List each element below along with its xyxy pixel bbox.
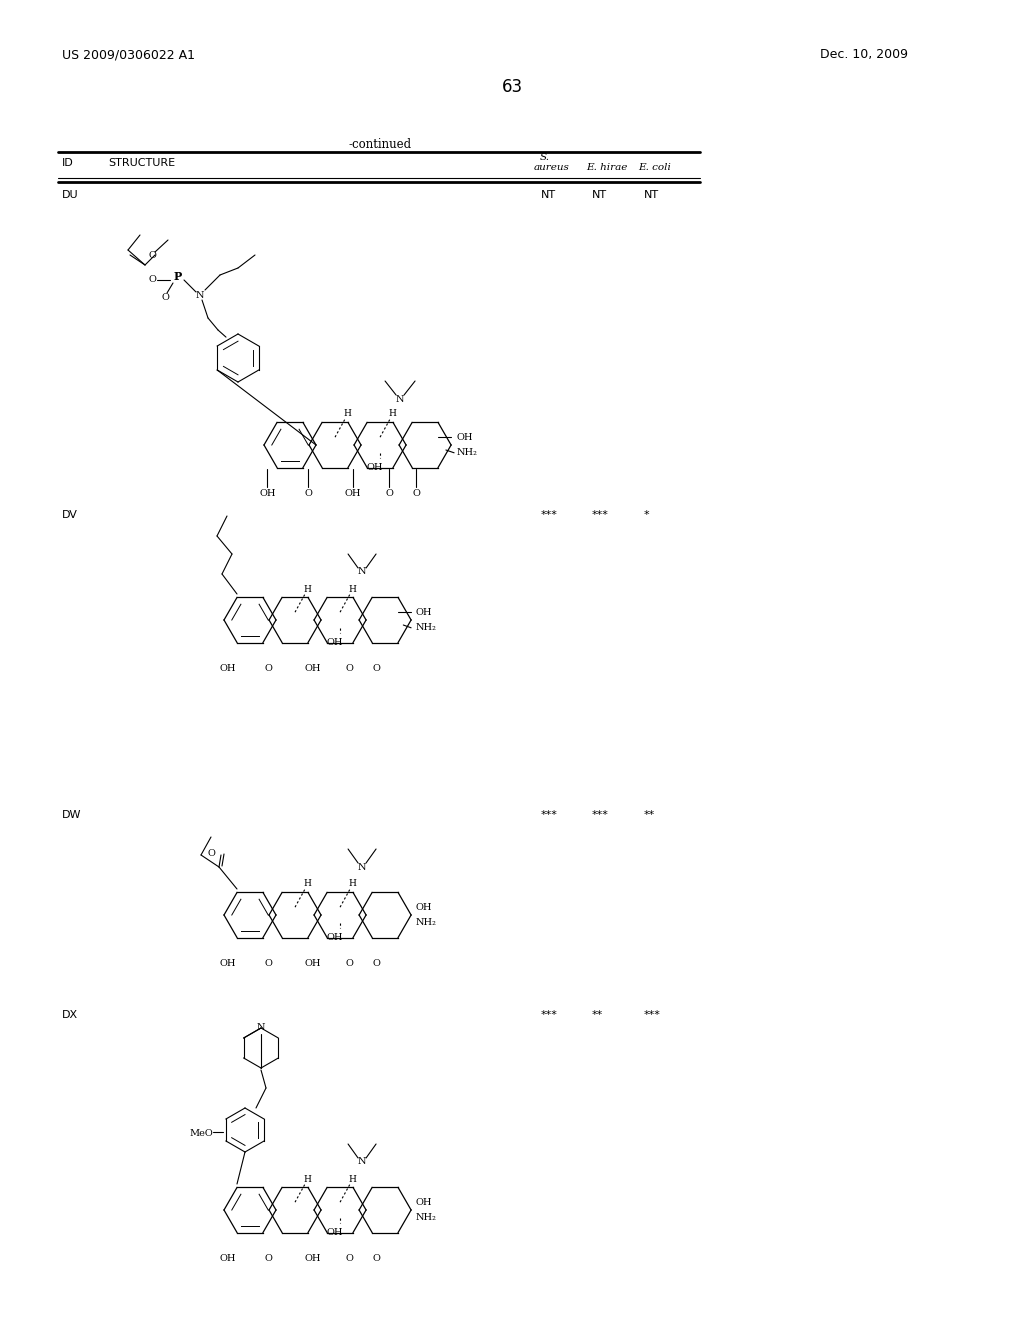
Text: -continued: -continued [348, 139, 412, 150]
Text: OH: OH [219, 960, 236, 968]
Text: N: N [357, 862, 367, 871]
Text: O: O [372, 1254, 380, 1263]
Text: O: O [264, 1254, 272, 1263]
Text: NT: NT [592, 190, 607, 201]
Text: STRUCTURE: STRUCTURE [108, 158, 175, 168]
Text: ***: *** [592, 810, 609, 820]
Text: *: * [644, 510, 649, 520]
Text: OH: OH [219, 1254, 236, 1263]
Text: OH: OH [219, 664, 236, 673]
Text: OH: OH [415, 903, 431, 912]
Text: OH: OH [345, 488, 361, 498]
Text: NH₂: NH₂ [456, 449, 477, 457]
Text: NT: NT [644, 190, 659, 201]
Text: N: N [196, 290, 204, 300]
Text: OH: OH [305, 664, 322, 673]
Text: O: O [304, 488, 312, 498]
Text: H: H [303, 1175, 311, 1184]
Text: H: H [303, 879, 311, 888]
Text: O: O [148, 251, 156, 260]
Text: N: N [257, 1023, 265, 1032]
Text: DU: DU [62, 190, 79, 201]
Text: H: H [348, 585, 356, 594]
Text: NH₂: NH₂ [415, 623, 436, 632]
Text: H: H [348, 879, 356, 888]
Text: US 2009/0306022 A1: US 2009/0306022 A1 [62, 48, 195, 61]
Text: OH: OH [327, 638, 343, 647]
Text: Dec. 10, 2009: Dec. 10, 2009 [820, 48, 908, 61]
Text: ***: *** [541, 1010, 558, 1020]
Text: N: N [357, 568, 367, 577]
Text: OH: OH [305, 960, 322, 968]
Text: ***: *** [541, 810, 558, 820]
Text: N: N [396, 395, 404, 404]
Text: NH₂: NH₂ [415, 1213, 436, 1222]
Text: O: O [207, 849, 215, 858]
Text: H: H [388, 409, 396, 418]
Text: ***: *** [592, 510, 609, 520]
Text: S.: S. [540, 153, 550, 162]
Text: OH: OH [327, 933, 343, 942]
Text: ***: *** [541, 510, 558, 520]
Text: O: O [372, 664, 380, 673]
Text: NT: NT [541, 190, 556, 201]
Text: OH: OH [259, 488, 275, 498]
Text: H: H [343, 409, 351, 418]
Text: OH: OH [327, 1228, 343, 1237]
Text: OH: OH [367, 463, 383, 473]
Text: O: O [148, 276, 156, 285]
Text: O: O [345, 664, 353, 673]
Text: OH: OH [415, 1197, 431, 1206]
Text: ID: ID [62, 158, 74, 168]
Text: H: H [303, 585, 311, 594]
Text: MeO: MeO [189, 1130, 213, 1138]
Text: 63: 63 [502, 78, 522, 96]
Text: OH: OH [305, 1254, 322, 1263]
Text: E. hirae: E. hirae [586, 162, 628, 172]
Text: E. coli: E. coli [638, 162, 671, 172]
Text: **: ** [592, 1010, 603, 1020]
Text: DX: DX [62, 1010, 78, 1020]
Text: O: O [372, 960, 380, 968]
Text: N: N [357, 1158, 367, 1167]
Text: ***: *** [644, 1010, 660, 1020]
Text: P: P [174, 271, 182, 281]
Text: O: O [345, 960, 353, 968]
Text: aureus: aureus [534, 162, 570, 172]
Text: O: O [264, 960, 272, 968]
Text: H: H [348, 1175, 356, 1184]
Text: DW: DW [62, 810, 82, 820]
Text: OH: OH [415, 607, 431, 616]
Text: DV: DV [62, 510, 78, 520]
Text: O: O [412, 488, 420, 498]
Text: OH: OH [456, 433, 473, 442]
Text: **: ** [644, 810, 655, 820]
Text: NH₂: NH₂ [415, 919, 436, 927]
Text: O: O [345, 1254, 353, 1263]
Text: O: O [385, 488, 393, 498]
Text: O: O [161, 293, 169, 302]
Text: O: O [264, 664, 272, 673]
